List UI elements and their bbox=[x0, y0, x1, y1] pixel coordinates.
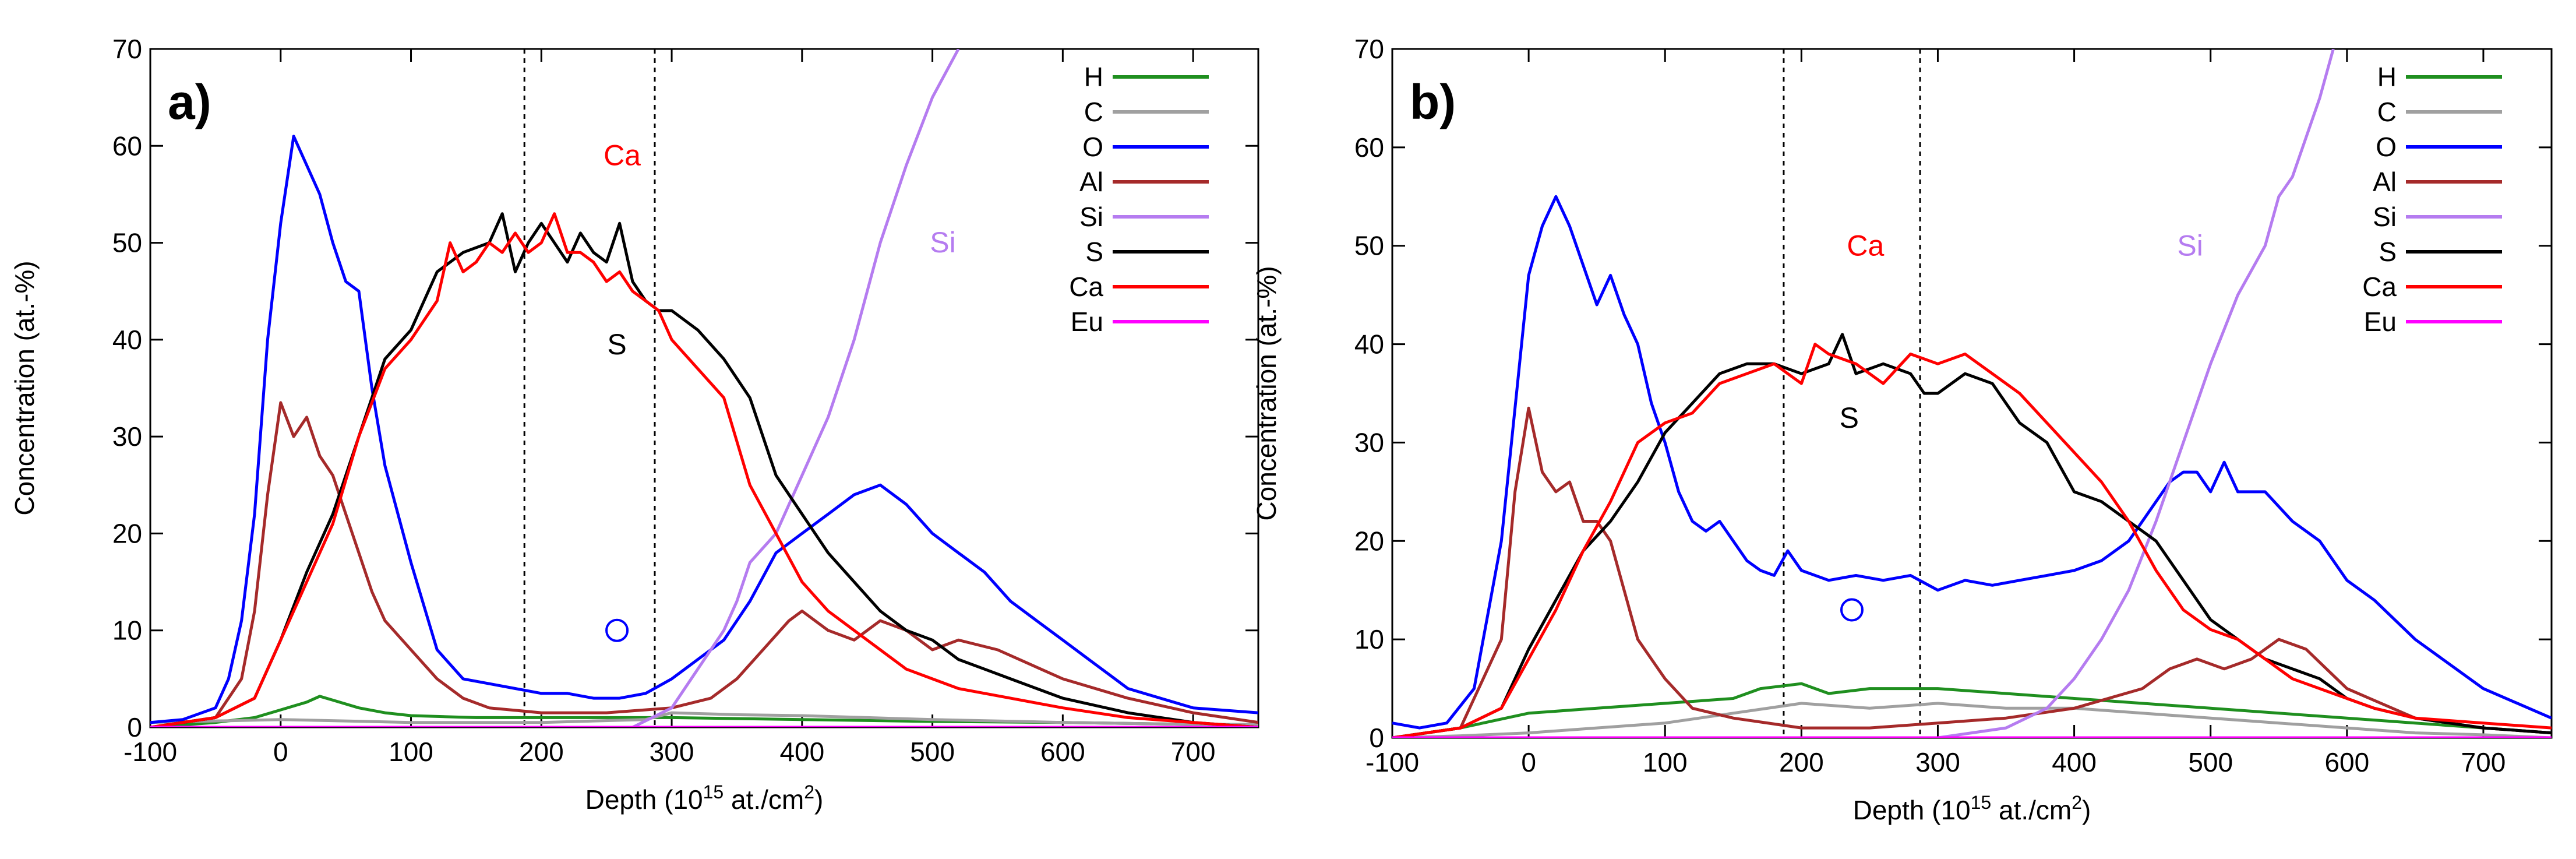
legend-label: Si bbox=[2373, 202, 2397, 232]
legend-label: S bbox=[1085, 237, 1103, 267]
panel-label: b) bbox=[1410, 75, 1456, 129]
y-tick-label: 0 bbox=[127, 712, 142, 742]
x-axis-label-part: 15 bbox=[1971, 792, 1992, 813]
legend-label: S bbox=[2379, 237, 2397, 267]
annotation-marker bbox=[1840, 598, 1864, 622]
series-line-al bbox=[150, 401, 1258, 727]
x-tick-label: 200 bbox=[1779, 747, 1824, 777]
y-tick-label: 30 bbox=[112, 421, 142, 452]
series-group bbox=[150, 49, 1258, 727]
y-tick-label: 20 bbox=[112, 518, 142, 548]
panel-label: a) bbox=[168, 75, 211, 129]
legend-label: H bbox=[1084, 62, 1103, 92]
series-line-o bbox=[150, 135, 1258, 724]
annotation-label: Si bbox=[2177, 230, 2203, 262]
legend-label: Ca bbox=[2362, 272, 2397, 302]
x-tick-label: 300 bbox=[650, 737, 694, 767]
y-tick-label: 20 bbox=[1354, 526, 1384, 556]
series-line-ca bbox=[150, 212, 1258, 727]
annotation-label: S bbox=[1840, 402, 1859, 434]
legend-label: Eu bbox=[2364, 307, 2397, 337]
legend-label: H bbox=[2377, 62, 2397, 92]
legend-label: Eu bbox=[1071, 307, 1103, 337]
x-tick-label: 500 bbox=[910, 737, 955, 767]
x-axis-label-part: at./cm bbox=[724, 784, 804, 815]
annotation-label: Ca bbox=[604, 139, 641, 172]
y-tick-label: 10 bbox=[1354, 624, 1384, 654]
y-tick-label: 30 bbox=[1354, 427, 1384, 457]
y-tick-label: 50 bbox=[112, 228, 142, 258]
series-line-h bbox=[1392, 682, 2552, 738]
x-tick-label: 0 bbox=[1521, 747, 1536, 777]
x-tick-label: 700 bbox=[2461, 747, 2506, 777]
series-line-c bbox=[1392, 702, 2552, 738]
series-line-s bbox=[150, 212, 1258, 727]
x-axis-label: Depth (1015 at./cm2) bbox=[1853, 792, 2091, 825]
series-line-al bbox=[1392, 406, 2552, 738]
annotation-marker bbox=[605, 618, 629, 642]
series-group bbox=[1392, 49, 2552, 738]
series-line-c bbox=[150, 711, 1258, 726]
x-axis-label-part: 15 bbox=[703, 781, 724, 802]
y-axis-label: Concentration (at.-%) bbox=[9, 260, 40, 515]
series-line-si bbox=[1392, 49, 2335, 738]
x-tick-label: -100 bbox=[123, 737, 177, 767]
x-tick-label: 300 bbox=[1915, 747, 1960, 777]
y-tick-label: 10 bbox=[112, 615, 142, 646]
x-axis-label-part: Depth (10 bbox=[1853, 795, 1971, 825]
x-axis-label: Depth (1015 at./cm2) bbox=[585, 781, 824, 815]
y-tick-label: 50 bbox=[1354, 231, 1384, 261]
y-tick-label: 40 bbox=[112, 325, 142, 355]
y-tick-label: 70 bbox=[112, 34, 142, 64]
x-axis-label-part: 2 bbox=[804, 781, 814, 802]
legend-label: Ca bbox=[1069, 272, 1103, 302]
x-tick-label: 700 bbox=[1171, 737, 1216, 767]
legend-label: C bbox=[2377, 97, 2397, 127]
x-tick-label: 600 bbox=[2324, 747, 2369, 777]
legend-label: O bbox=[2376, 132, 2397, 162]
series-line-s bbox=[1392, 333, 2552, 738]
x-tick-label: 400 bbox=[779, 737, 824, 767]
annotation-label: Si bbox=[930, 226, 955, 259]
y-tick-label: 40 bbox=[1354, 329, 1384, 360]
annotation-label: S bbox=[607, 328, 626, 361]
y-tick-label: 60 bbox=[1354, 132, 1384, 163]
annotation-label: Ca bbox=[1847, 230, 1884, 262]
series-line-si bbox=[150, 49, 960, 727]
series-line-h bbox=[150, 695, 1258, 727]
x-tick-label: 600 bbox=[1040, 737, 1085, 767]
legend-label: O bbox=[1082, 132, 1103, 162]
series-line-o bbox=[1392, 195, 2552, 730]
x-tick-label: 400 bbox=[2052, 747, 2097, 777]
legend-label: C bbox=[1084, 97, 1103, 127]
x-tick-label: 200 bbox=[519, 737, 564, 767]
series-line-ca bbox=[1392, 343, 2552, 738]
x-axis-label-part: at./cm bbox=[1991, 795, 2072, 825]
x-axis-label-part: 2 bbox=[2072, 792, 2082, 813]
legend-label: Al bbox=[2373, 167, 2397, 197]
x-tick-label: 100 bbox=[389, 737, 433, 767]
legend-label: Si bbox=[1079, 202, 1103, 232]
x-tick-label: 100 bbox=[1643, 747, 1688, 777]
y-tick-label: 60 bbox=[112, 131, 142, 161]
x-axis-label-part: Depth (10 bbox=[585, 784, 703, 815]
y-tick-label: 0 bbox=[1369, 723, 1384, 753]
x-axis-label-part: ) bbox=[2082, 795, 2091, 825]
y-tick-label: 70 bbox=[1354, 34, 1384, 64]
x-axis-label-part: ) bbox=[814, 784, 823, 815]
x-tick-label: 500 bbox=[2188, 747, 2233, 777]
x-tick-label: -100 bbox=[1365, 747, 1419, 777]
y-axis-label: Concentration (at.-%) bbox=[1251, 266, 1282, 520]
legend-label: Al bbox=[1079, 167, 1103, 197]
x-tick-label: 0 bbox=[273, 737, 288, 767]
